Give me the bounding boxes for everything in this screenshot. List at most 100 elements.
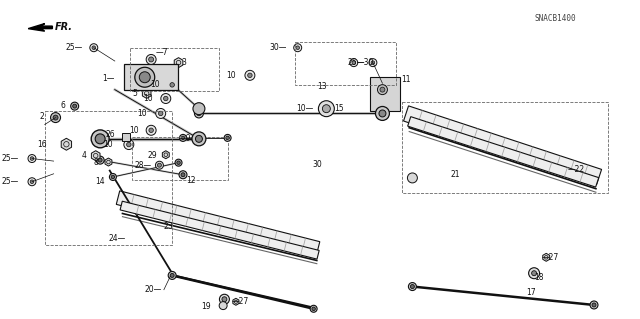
Circle shape xyxy=(590,301,598,309)
Circle shape xyxy=(371,61,374,64)
Circle shape xyxy=(369,59,377,67)
Text: 13: 13 xyxy=(317,82,326,91)
Circle shape xyxy=(30,180,34,183)
Text: FR.: FR. xyxy=(55,22,73,32)
Circle shape xyxy=(70,102,79,110)
Text: 12: 12 xyxy=(186,176,196,185)
Text: 11: 11 xyxy=(401,75,411,84)
Circle shape xyxy=(532,271,536,276)
Circle shape xyxy=(177,161,180,164)
Circle shape xyxy=(92,46,95,49)
Circle shape xyxy=(192,132,206,146)
Polygon shape xyxy=(174,58,183,68)
Circle shape xyxy=(224,134,231,141)
Circle shape xyxy=(168,271,176,279)
Text: 10: 10 xyxy=(227,71,236,80)
Circle shape xyxy=(245,70,255,80)
Circle shape xyxy=(195,109,204,118)
Circle shape xyxy=(90,44,98,52)
Circle shape xyxy=(181,173,185,177)
Circle shape xyxy=(170,83,175,87)
Text: 25—: 25— xyxy=(1,154,19,163)
Bar xyxy=(122,133,131,141)
Text: 25—: 25— xyxy=(1,177,19,186)
Text: —27: —27 xyxy=(541,254,559,263)
Bar xyxy=(132,137,228,180)
Circle shape xyxy=(226,136,229,140)
Text: 10: 10 xyxy=(143,94,153,103)
Circle shape xyxy=(164,96,168,101)
Polygon shape xyxy=(543,253,550,261)
Text: 10: 10 xyxy=(137,109,147,118)
Circle shape xyxy=(157,163,161,167)
Bar xyxy=(130,48,220,91)
Circle shape xyxy=(248,73,252,78)
Circle shape xyxy=(181,136,185,140)
Circle shape xyxy=(159,111,163,116)
Circle shape xyxy=(140,72,150,83)
Text: 1—: 1— xyxy=(102,74,115,83)
Bar xyxy=(370,77,399,111)
Text: 8: 8 xyxy=(93,158,99,167)
Bar xyxy=(401,102,608,193)
Circle shape xyxy=(193,103,205,115)
Circle shape xyxy=(73,104,77,108)
Text: 25—: 25— xyxy=(66,43,83,52)
Text: —9: —9 xyxy=(179,134,191,143)
Text: 2: 2 xyxy=(40,112,45,121)
Circle shape xyxy=(323,105,330,113)
Circle shape xyxy=(124,140,134,150)
Circle shape xyxy=(98,158,102,162)
Circle shape xyxy=(312,307,316,310)
Circle shape xyxy=(195,135,202,142)
Circle shape xyxy=(146,125,156,135)
Circle shape xyxy=(53,115,58,120)
Circle shape xyxy=(410,285,414,289)
Text: 10: 10 xyxy=(103,140,113,149)
Circle shape xyxy=(167,80,177,90)
Circle shape xyxy=(350,59,358,67)
Polygon shape xyxy=(233,298,239,305)
Bar xyxy=(124,64,179,90)
Circle shape xyxy=(220,294,229,304)
Circle shape xyxy=(92,130,109,148)
Circle shape xyxy=(175,159,182,166)
Circle shape xyxy=(28,155,36,162)
Circle shape xyxy=(408,283,417,291)
Circle shape xyxy=(96,156,104,164)
Circle shape xyxy=(380,111,385,116)
Polygon shape xyxy=(120,201,319,259)
Circle shape xyxy=(592,303,596,307)
Text: 29: 29 xyxy=(148,151,157,160)
Circle shape xyxy=(379,110,386,117)
Text: 30: 30 xyxy=(312,160,322,169)
Text: 15: 15 xyxy=(334,104,344,113)
Circle shape xyxy=(196,111,201,116)
Circle shape xyxy=(378,109,387,118)
Polygon shape xyxy=(61,138,72,150)
Text: 23: 23 xyxy=(164,222,173,231)
Circle shape xyxy=(352,61,356,64)
Circle shape xyxy=(148,57,154,62)
Circle shape xyxy=(179,134,186,141)
Circle shape xyxy=(51,113,61,122)
Circle shape xyxy=(222,297,227,302)
Circle shape xyxy=(156,108,166,118)
Text: 19: 19 xyxy=(201,302,211,311)
Polygon shape xyxy=(408,117,599,187)
Text: 5: 5 xyxy=(132,89,137,98)
Circle shape xyxy=(109,174,116,181)
Circle shape xyxy=(161,93,171,103)
Text: 21: 21 xyxy=(451,170,460,179)
Circle shape xyxy=(310,305,317,312)
Text: 25—: 25— xyxy=(348,58,365,67)
Text: 10: 10 xyxy=(129,126,138,135)
Text: 16: 16 xyxy=(38,140,47,149)
Circle shape xyxy=(149,128,154,132)
Circle shape xyxy=(30,157,34,160)
Circle shape xyxy=(296,46,300,49)
Circle shape xyxy=(95,134,105,144)
Polygon shape xyxy=(92,151,100,161)
Circle shape xyxy=(408,173,417,183)
Polygon shape xyxy=(404,106,602,184)
